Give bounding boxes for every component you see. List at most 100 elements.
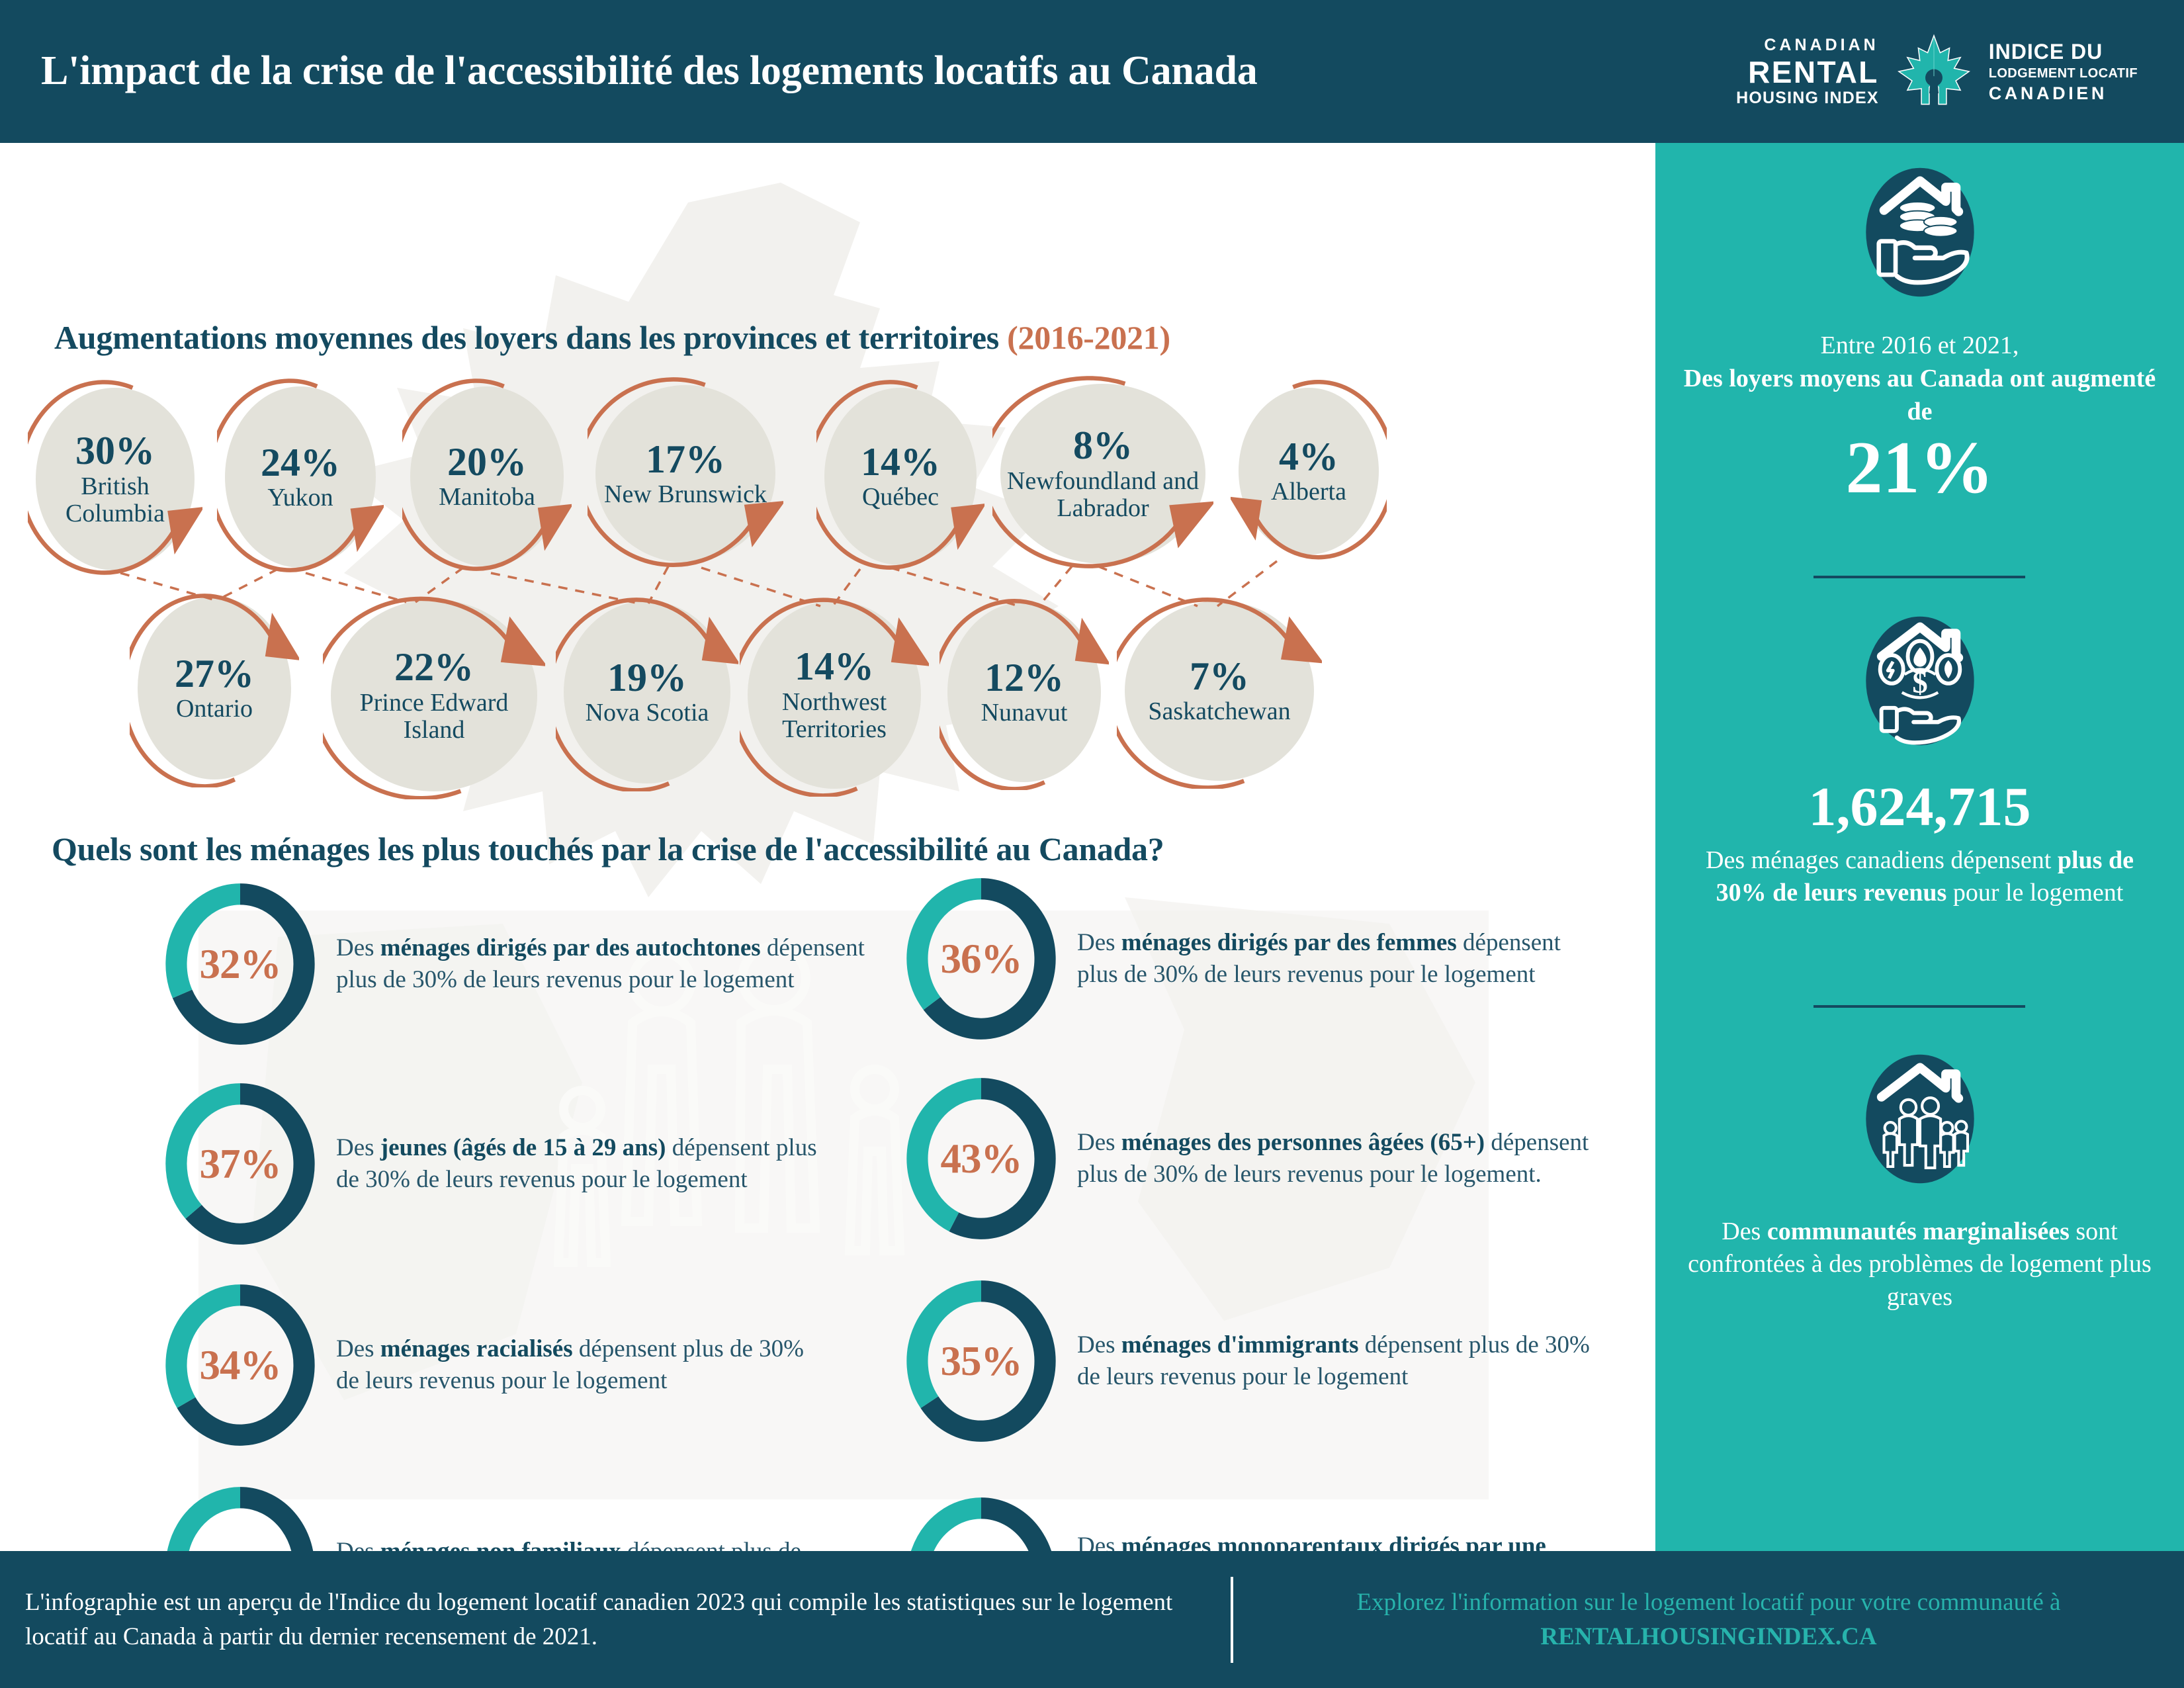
bubble-content: 4% Alberta [1267,434,1350,506]
province-bubble-alberta[interactable]: 4% Alberta [1231,388,1379,555]
province-bubble-prince-edward-island[interactable]: 22% Prince Edward Island [331,600,545,791]
household-stat-row: 42% Des ménages non familiaux dépensent p… [164,1486,826,1551]
household-donut-chart: 42% [164,1486,316,1551]
stat-text-post: dépensent plus de 30% de leurs revenus p… [336,1335,804,1394]
brand-logo[interactable]: CANADIAN RENTAL HOUSING INDEX INDICE DU … [1736,32,2184,111]
logo-line-lodgement: LODGEMENT LOCATIF [1988,66,2138,81]
household-stat-text: Des ménages non familiaux dépensent plus… [336,1536,826,1551]
stat-text-pre: Des [1077,1128,1121,1156]
province-bubble-nunavut[interactable]: 12% Nunavut [947,602,1109,782]
section-title-rents: Augmentations moyennes des loyers dans l… [54,318,1170,357]
logo-french-text: INDICE DU LODGEMENT LOCATIF CANADIEN [1989,41,2138,103]
donut-percent-label: 37% [199,1140,282,1187]
stat-text-post: dépensent plus de 30% de leurs revenus p… [1077,1128,1589,1188]
province-bubble-qu-bec[interactable]: 14% Québec [824,388,984,565]
donut-value-arc [165,1083,241,1219]
bubble-province-name: Ontario [175,695,253,723]
sidebar-b3-text: Des communautés marginalisées sont confr… [1655,1216,2184,1313]
bubble-province-name: Alberta [1271,478,1346,506]
bubble-percent: 8% [1073,423,1133,468]
bubble-province-name: New Brunswick [604,480,767,509]
footer-description: L'infographie est un aperçu de l'Indice … [25,1588,1173,1650]
donut-remainder-arc [172,883,315,1045]
donut-percent-label: 32% [199,940,282,987]
stat-text-post: dépensent plus de 30% de leurs revenus p… [336,934,865,993]
donut-percent-label: 42% [164,1486,316,1552]
bubble-arc-ring [740,593,929,797]
footer-website-link[interactable]: RENTALHOUSINGINDEX.CA [1540,1622,1877,1650]
sidebar-b3-post: sont confrontées à des problèmes de loge… [1688,1218,2152,1311]
house-hand-coins-icon [1865,167,1974,297]
bubble-percent: 27% [175,651,254,695]
province-bubble-yukon[interactable]: 24% Yukon [225,386,384,568]
bubble-province-name: Québec [861,483,939,511]
bubble-percent: 4% [1278,434,1338,478]
bubble-province-name: Yukon [267,484,333,512]
bubble-connector-lines [120,560,1278,607]
house-utilities-hand-dollar-icon: $ [1865,616,1974,746]
bubble-arc-ring [130,589,299,787]
stat-text-post: dépensent plus de 30% de leurs revenus p… [336,1133,817,1193]
page-footer: L'infographie est un aperçu de l'Indice … [0,1551,2184,1688]
stat-text-post: dépensent plus de 30% de leurs revenus p… [1077,928,1561,988]
bubble-percent: 24% [261,440,340,484]
bubble-percent: 19% [607,655,687,699]
donut-value-arc [165,1284,241,1408]
bubble-percent: 14% [795,644,874,689]
donut-value-arc [906,1280,982,1409]
bubble-arc-ring [402,378,572,574]
donut-percent-label: 38% [905,1497,1057,1551]
bubble-arc-ring [939,594,1109,790]
sidebar-b3-bold: communautés marginalisées [1767,1218,2070,1245]
bubble-arc-ring [588,377,783,570]
bubble-content: 30% British Columbia [36,431,195,527]
bubble-percent: 20% [447,439,527,484]
bubble-percent: 7% [1189,654,1249,698]
province-bubble-ontario[interactable]: 27% Ontario [138,597,299,779]
province-bubble-manitoba[interactable]: 20% Manitoba [410,386,572,566]
household-stat-row: 35% Des ménages d'immigrants dépensent pl… [905,1280,1606,1443]
province-bubble-saskatchewan[interactable]: 7% Saskatchewan [1125,601,1322,781]
bubble-percent: 22% [394,645,474,689]
sidebar-block-rent-increase: Entre 2016 et 2021, Des loyers moyens au… [1655,161,2184,505]
province-bubble-nova-scotia[interactable]: 19% Nova Scotia [564,601,738,783]
household-stat-text: Des ménages monoparentaux dirigés par un… [1077,1531,1620,1551]
bubble-percent: 12% [984,655,1064,699]
footer-website-cta[interactable]: Explorez l'information sur le logement l… [1233,1585,2184,1654]
stat-text-bold: jeunes (âgés de 15 à 29 ans) [380,1133,666,1161]
stat-text-bold: ménages d'immigrants [1121,1331,1359,1358]
bubble-content: 8% Newfoundland and Labrador [1000,425,1205,521]
stat-text-bold: ménages dirigés par des autochtones [380,934,761,961]
stat-text-post: dépensent plus de 30% de leurs revenus p… [1077,1331,1590,1390]
donut-percent-label: 35% [940,1337,1023,1384]
logo-line-rental: RENTAL [1748,54,1879,89]
logo-line-housing-index: HOUSING INDEX [1736,88,1879,107]
province-bubble-northwest-territories[interactable]: 14% Northwest Territories [748,601,929,789]
province-bubble-british-columbia[interactable]: 30% British Columbia [36,388,202,570]
donut-remainder-arc [920,1280,1056,1442]
donut-value-arc [165,883,241,999]
bubble-content: 27% Ontario [171,651,258,723]
household-donut-chart: 35% [905,1280,1057,1443]
bubble-content: 12% Nunavut [977,655,1072,727]
household-stat-row: 34% Des ménages racialisés dépensent plus… [164,1284,826,1446]
household-stat-text: Des ménages racialisés dépensent plus de… [336,1333,826,1397]
sidebar-b1-line1: Entre 2016 et 2021, [1820,332,2019,359]
province-bubble-new-brunswick[interactable]: 17% New Brunswick [595,385,783,562]
bubble-arc-ring [28,380,202,578]
bubble-content: 17% New Brunswick [600,439,771,508]
stat-text-bold: ménages non familiaux [380,1538,621,1551]
sidebar-b2-bold: plus de 30% de leurs revenus [1716,846,2134,907]
province-bubble-newfoundland-and-labrador[interactable]: 8% Newfoundland and Labrador [1000,384,1213,564]
donut-remainder-arc [240,1487,314,1551]
stat-text-bold: ménages racialisés [380,1335,573,1362]
donut-svg [165,1284,315,1446]
footer-divider [1231,1576,1233,1663]
page-header: L'impact de la crise de l'accessibilité … [0,0,2184,143]
sidebar-b1-line2: Des loyers moyens au Canada ont augmenté… [1683,365,2156,426]
donut-remainder-arc [949,1078,1056,1239]
bubble-province-name: Manitoba [439,483,535,511]
stat-text-bold: ménages des personnes âgées (65+) [1121,1128,1485,1156]
donut-remainder-arc [185,1083,315,1245]
donut-percent-label: 43% [940,1135,1023,1182]
